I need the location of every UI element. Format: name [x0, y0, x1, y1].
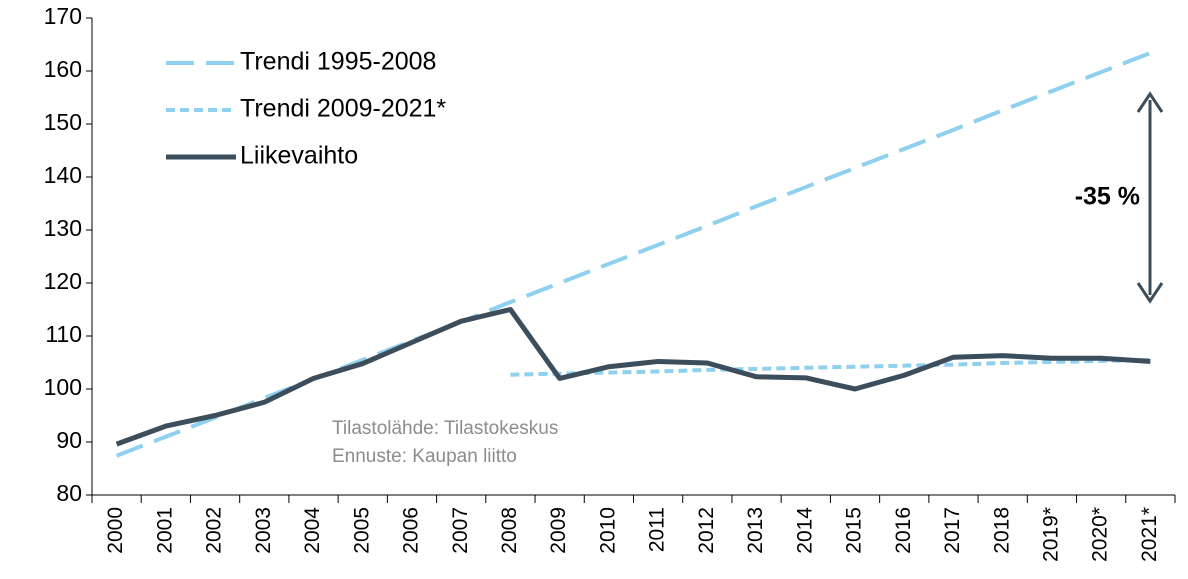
series-line [510, 357, 1151, 377]
x-tick-label: 2021* [1138, 507, 1161, 562]
x-tick-label: 2002 [203, 507, 226, 554]
x-tick-label: 2011 [646, 507, 669, 552]
y-tick-label: 160 [44, 56, 82, 82]
x-tick-label: 2008 [498, 507, 521, 554]
x-tick-label: 2015 [843, 507, 866, 554]
forecast-note: Ennuste: Kaupan liitto [332, 446, 517, 467]
x-tick-label: 2001 [153, 507, 176, 554]
y-tick-label: 100 [44, 374, 82, 400]
x-tick-label: 2003 [252, 507, 275, 554]
y-tick-label: 130 [44, 215, 82, 241]
x-tick-label: 2013 [744, 507, 767, 554]
y-tick-label: 120 [44, 268, 82, 294]
x-tick-label: 2010 [596, 507, 619, 554]
x-tick-label: 2009 [547, 507, 570, 554]
x-tick-label: 2004 [301, 507, 324, 554]
source-note: Tilastolähde: Tilastokeskus [332, 418, 558, 439]
series-line [115, 307, 1151, 447]
x-tick-label: 2014 [793, 507, 816, 554]
x-tick-label: 2017 [941, 507, 964, 554]
y-tick-label: 140 [44, 162, 82, 188]
x-tick-label: 2000 [104, 507, 127, 554]
y-tick-label: 150 [44, 109, 82, 135]
change-annotation: -35 % [1075, 183, 1140, 211]
y-tick-label: 90 [56, 427, 82, 453]
x-tick-label: 2020* [1089, 507, 1112, 562]
legend-label: Liikevaihto [240, 142, 358, 170]
x-tick-label: 2005 [350, 507, 373, 554]
legend-label: Trendi 2009-2021* [240, 95, 446, 123]
y-tick-label: 170 [44, 3, 82, 29]
y-tick-label: 80 [56, 480, 82, 506]
arrow-heads [1136, 91, 1164, 304]
x-tick-label: 2016 [892, 507, 915, 554]
x-tick-label: 2018 [990, 507, 1013, 554]
x-tick-label: 2006 [400, 507, 423, 554]
x-tick-label: 2019* [1039, 507, 1062, 562]
legend-label: Trendi 1995-2008 [240, 48, 436, 76]
y-tick-label: 110 [45, 321, 82, 347]
x-tick-label: 2012 [695, 507, 718, 554]
x-tick-label: 2007 [449, 507, 472, 554]
